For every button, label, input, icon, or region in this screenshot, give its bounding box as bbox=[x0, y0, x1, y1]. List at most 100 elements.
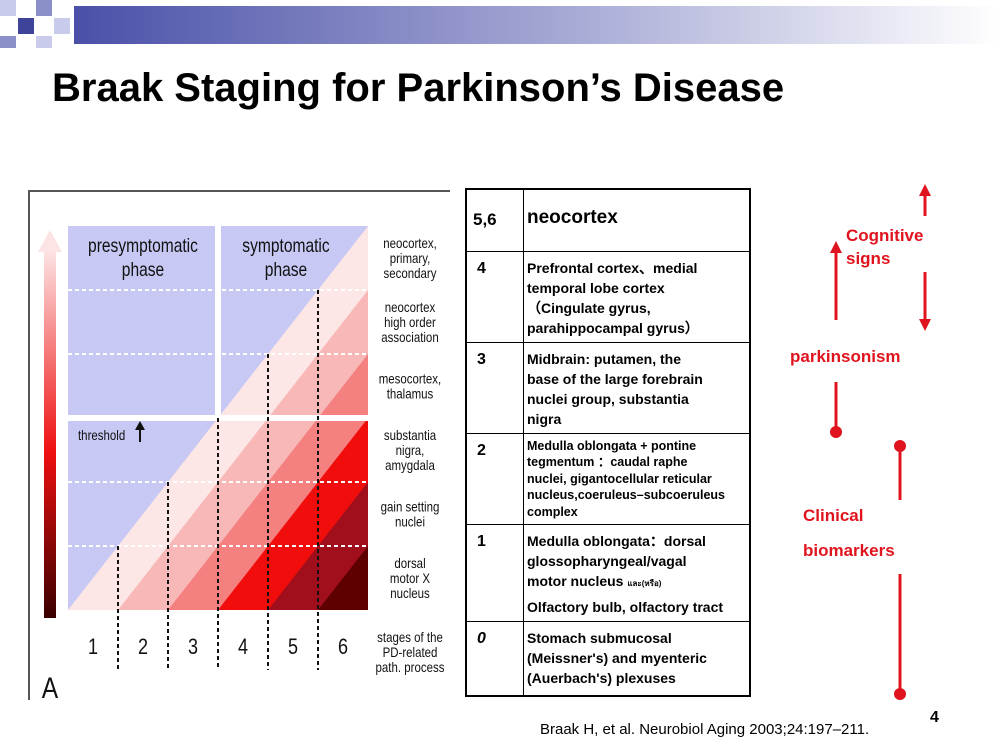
grid-cell bbox=[168, 226, 218, 290]
stages-caption: stages of the bbox=[377, 629, 443, 645]
region-text: nigra bbox=[527, 410, 562, 427]
region-label: amygdala bbox=[385, 457, 436, 473]
region-text: motor nucleus bbox=[527, 573, 624, 589]
phase-divider-vertical bbox=[215, 226, 221, 418]
region-text: Prefrontal cortex、medial bbox=[527, 259, 698, 276]
region-text: parahippocampal gyrus） bbox=[527, 319, 699, 336]
region-label: mesocortex, bbox=[379, 370, 442, 386]
table-row: 1 Medulla oblongata：dorsal glossopharyngea… bbox=[465, 524, 751, 622]
stage-shading-grid bbox=[68, 226, 368, 610]
cell-triangle bbox=[168, 418, 218, 482]
grid-cell bbox=[268, 226, 318, 290]
region-text: （Cingulate gyrus, bbox=[527, 299, 651, 316]
grid-cell bbox=[68, 482, 118, 546]
region-label: gain setting bbox=[381, 498, 440, 514]
severity-arrow-shaft bbox=[44, 250, 56, 618]
stage-number: 3 bbox=[465, 341, 524, 434]
region-text: (Auerbach's) plexuses bbox=[527, 670, 676, 686]
cognitive-signs-label: Cognitive signs bbox=[846, 226, 924, 268]
region-label: secondary bbox=[384, 265, 437, 281]
stage-number-label: 5 bbox=[288, 635, 298, 659]
stage-regions: Stomach submucosal (Meissner's) and myent… bbox=[523, 621, 751, 696]
region-label: neocortex bbox=[385, 299, 436, 315]
region-text: Midbrain: putamen, the bbox=[527, 350, 681, 367]
grid-cell bbox=[168, 290, 218, 354]
table-row: 2 Medulla oblongata + pontine tegmentum ：c… bbox=[465, 432, 751, 525]
stage-regions: Prefrontal cortex、medial temporal lobe co… bbox=[523, 250, 751, 343]
cell-triangle bbox=[318, 546, 368, 610]
cell-triangle bbox=[318, 482, 368, 546]
slide-title: Braak Staging for Parkinson’s Disease bbox=[52, 66, 785, 110]
stages-caption: path. process bbox=[376, 659, 445, 675]
region-label: motor X bbox=[390, 570, 431, 586]
cell-triangle bbox=[118, 546, 168, 610]
stage-number: 0 bbox=[465, 621, 524, 696]
phase-label: symptomatic bbox=[242, 235, 330, 257]
stage-number: 1 bbox=[465, 524, 524, 622]
region-text: base of the large forebrain bbox=[527, 370, 703, 387]
diagram-labels: presymptomaticphasesymptomaticphasethres… bbox=[42, 235, 445, 700]
region-text: Medulla oblongata：dorsal bbox=[527, 533, 706, 549]
table-row: 3 Midbrain: putamen, the base of the large… bbox=[465, 341, 751, 434]
grid-cell bbox=[118, 354, 168, 418]
region-label: dorsal bbox=[394, 555, 425, 571]
threshold-arrow-head bbox=[135, 421, 145, 430]
table-row: 0 Stomach submucosal (Meissner's) and myen… bbox=[465, 621, 751, 696]
region-text: Olfactory bulb, olfactory tract bbox=[527, 599, 724, 615]
citation: Braak H, et al. Neurobiol Aging 2003;24:… bbox=[540, 721, 870, 738]
grid-cell bbox=[68, 354, 118, 418]
grid-cell bbox=[68, 226, 118, 290]
stage-table: 5,6 neocortex 4 Prefrontal cortex、medial tem… bbox=[465, 188, 751, 697]
stage-number-label: 6 bbox=[338, 635, 348, 659]
cell-triangle bbox=[268, 418, 318, 482]
phase-label: phase bbox=[122, 259, 164, 281]
stage-number: 5,6 bbox=[465, 188, 524, 252]
cell-triangle bbox=[268, 354, 318, 418]
cell-triangle bbox=[318, 226, 368, 290]
region-text: (Meissner's) and myenteric bbox=[527, 650, 707, 666]
region-label: high order bbox=[384, 314, 436, 330]
region-text: complex bbox=[527, 504, 578, 519]
region-label: association bbox=[381, 329, 438, 345]
region-text: neocortex bbox=[527, 207, 618, 228]
region-text: nucleus,coeruleus–subcoeruleus bbox=[527, 488, 725, 502]
region-label: substantia bbox=[384, 427, 437, 443]
page-number: 4 bbox=[930, 709, 939, 726]
region-text: glossopharyngeal/vagal bbox=[527, 553, 687, 569]
stage-number-label: 4 bbox=[238, 635, 248, 659]
clinical-arrows bbox=[830, 184, 931, 700]
threshold-label: threshold bbox=[78, 427, 125, 443]
stage-number: 2 bbox=[465, 432, 524, 525]
diagram-top-border bbox=[28, 190, 450, 192]
cell-triangle bbox=[218, 418, 268, 482]
cell-triangle bbox=[118, 482, 168, 546]
stage-number: 4 bbox=[465, 250, 524, 343]
region-label: neocortex, bbox=[383, 235, 437, 251]
cell-triangle bbox=[218, 354, 268, 418]
region-label: nigra, bbox=[396, 442, 425, 458]
thai-and-or-note: และ(หรือ) bbox=[627, 579, 662, 588]
biomarkers-label: biomarkers bbox=[803, 541, 895, 560]
parkinsonism-label: parkinsonism bbox=[790, 347, 901, 366]
cell-triangle bbox=[318, 290, 368, 354]
braak-stage-diagram: presymptomaticphasesymptomaticphasethres… bbox=[28, 190, 450, 700]
stage-regions: Medulla oblongata + pontine tegmentum ：ca… bbox=[523, 432, 751, 525]
region-text: Medulla oblongata + pontine bbox=[527, 438, 697, 453]
region-text: nuclei group, substantia bbox=[527, 390, 689, 407]
grid-cell bbox=[118, 290, 168, 354]
cell-triangle bbox=[168, 482, 218, 546]
diagram-left-border bbox=[28, 190, 30, 700]
grid-cell bbox=[118, 226, 168, 290]
region-text: temporal lobe cortex bbox=[527, 279, 665, 296]
grid-cell bbox=[218, 226, 268, 290]
stage-regions: Medulla oblongata：dorsal glossopharyngeal… bbox=[523, 524, 751, 622]
stages-caption: PD-related bbox=[383, 644, 438, 660]
phase-label: presymptomatic bbox=[88, 235, 198, 257]
table-row: 5,6 neocortex bbox=[465, 188, 751, 252]
cell-triangle bbox=[168, 546, 218, 610]
grid-cell bbox=[168, 354, 218, 418]
cell-triangle bbox=[318, 418, 368, 482]
cell-triangle bbox=[268, 290, 318, 354]
cell-triangle bbox=[218, 546, 268, 610]
table-row: 4 Prefrontal cortex、medial temporal lobe c… bbox=[465, 250, 751, 343]
